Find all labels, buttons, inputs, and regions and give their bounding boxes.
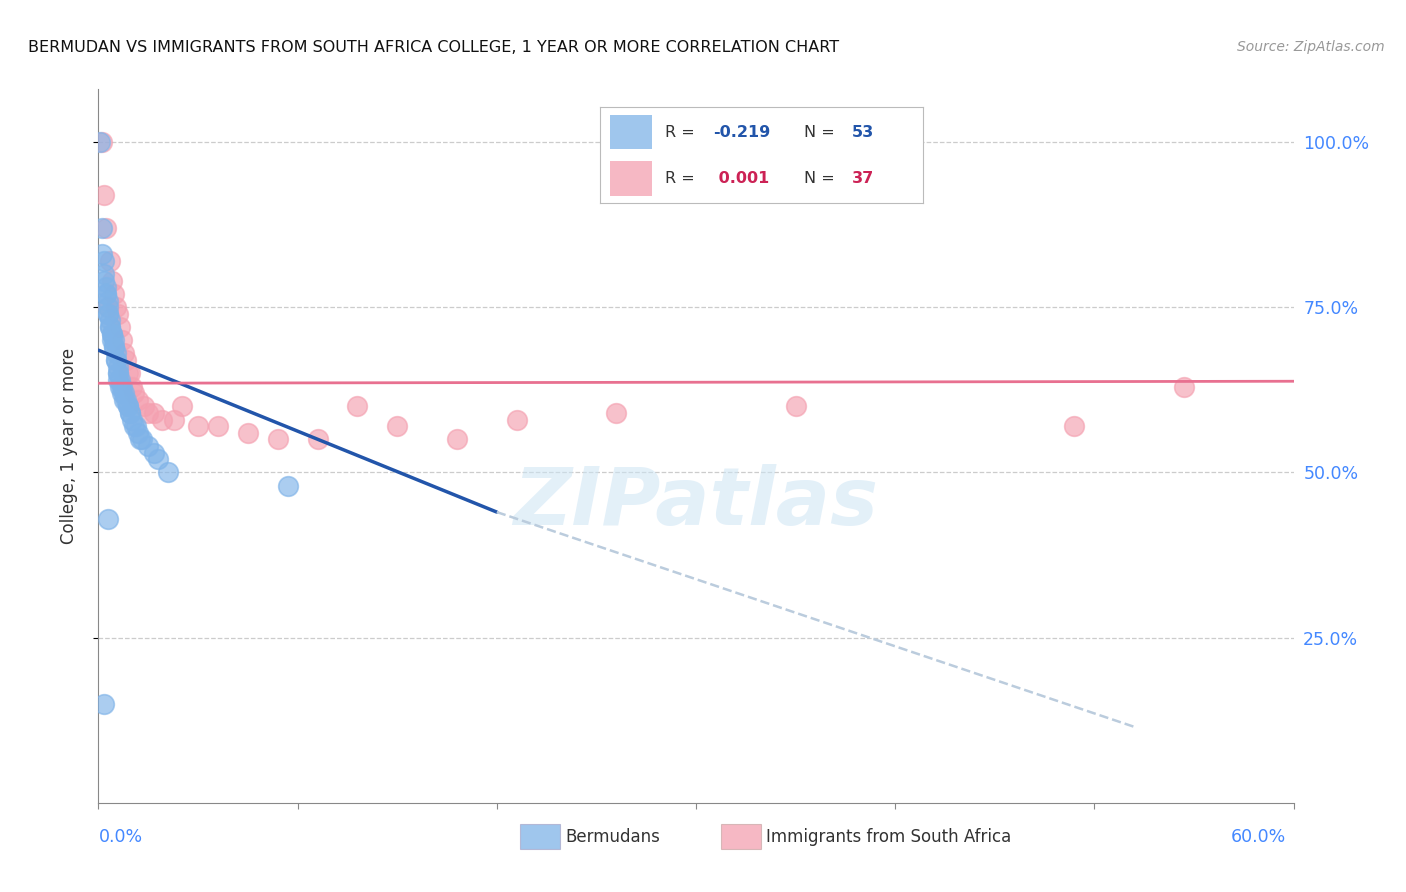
Point xyxy=(105,346,128,360)
Point xyxy=(117,400,139,414)
Point xyxy=(117,400,139,414)
Point xyxy=(97,511,120,525)
Point xyxy=(93,188,115,202)
Point xyxy=(112,392,135,407)
Point xyxy=(96,221,118,235)
Point xyxy=(89,135,111,149)
Point xyxy=(150,412,173,426)
Point xyxy=(112,346,135,360)
Point xyxy=(124,386,146,401)
Point xyxy=(91,247,114,261)
Point xyxy=(121,379,143,393)
Point xyxy=(277,478,299,492)
Point xyxy=(91,221,114,235)
Point xyxy=(101,326,124,341)
Point xyxy=(107,367,129,381)
Point xyxy=(93,267,115,281)
Point xyxy=(103,340,125,354)
Point xyxy=(124,419,146,434)
Point xyxy=(97,293,120,308)
Point xyxy=(115,392,138,407)
Point xyxy=(785,400,807,414)
Point xyxy=(506,412,529,426)
Point xyxy=(93,274,115,288)
Point xyxy=(112,386,135,401)
Point xyxy=(97,307,120,321)
Y-axis label: College, 1 year or more: College, 1 year or more xyxy=(59,348,77,544)
Text: ZIPatlas: ZIPatlas xyxy=(513,464,879,542)
Point xyxy=(105,353,128,368)
Point xyxy=(110,320,132,334)
Text: Bermudans: Bermudans xyxy=(565,828,659,846)
Point xyxy=(105,353,128,368)
Point xyxy=(100,320,122,334)
Point xyxy=(385,419,409,434)
Point xyxy=(103,333,125,347)
Point xyxy=(117,367,139,381)
Point xyxy=(121,412,143,426)
Point xyxy=(111,386,134,401)
Point xyxy=(136,406,159,420)
Point xyxy=(125,419,148,434)
Point xyxy=(115,353,138,368)
Point xyxy=(172,400,194,414)
Point xyxy=(97,300,120,314)
Point xyxy=(267,433,290,447)
Point xyxy=(101,274,124,288)
Point xyxy=(131,433,153,447)
Point xyxy=(346,400,368,414)
Point xyxy=(127,425,149,440)
Point xyxy=(100,254,122,268)
Point xyxy=(105,300,128,314)
Point xyxy=(187,419,209,434)
Point xyxy=(107,367,129,381)
Point xyxy=(143,445,166,459)
Text: 60.0%: 60.0% xyxy=(1232,828,1286,846)
Point xyxy=(120,406,142,420)
Text: Immigrants from South Africa: Immigrants from South Africa xyxy=(766,828,1011,846)
Point xyxy=(110,373,132,387)
Point xyxy=(605,406,627,420)
Point xyxy=(103,340,125,354)
Point xyxy=(129,433,152,447)
Point xyxy=(100,313,122,327)
Point xyxy=(307,433,329,447)
Point xyxy=(107,359,129,374)
Text: BERMUDAN VS IMMIGRANTS FROM SOUTH AFRICA COLLEGE, 1 YEAR OR MORE CORRELATION CHA: BERMUDAN VS IMMIGRANTS FROM SOUTH AFRICA… xyxy=(28,40,839,55)
Point xyxy=(143,406,166,420)
Point xyxy=(101,333,124,347)
Point xyxy=(236,425,259,440)
Point xyxy=(97,307,120,321)
Point xyxy=(111,379,134,393)
Point xyxy=(110,379,132,393)
Point xyxy=(120,367,142,381)
Point xyxy=(107,307,129,321)
Point xyxy=(207,419,229,434)
Point xyxy=(148,452,170,467)
Point xyxy=(97,300,120,314)
Point xyxy=(107,373,129,387)
Point xyxy=(446,433,468,447)
Point xyxy=(100,320,122,334)
Point xyxy=(157,466,180,480)
Point xyxy=(91,135,114,149)
Point xyxy=(103,287,125,301)
Point xyxy=(96,287,118,301)
Point xyxy=(111,333,134,347)
Point xyxy=(127,392,149,407)
Point xyxy=(93,254,115,268)
Point xyxy=(134,400,156,414)
Point xyxy=(136,439,159,453)
Point xyxy=(120,406,142,420)
Text: Source: ZipAtlas.com: Source: ZipAtlas.com xyxy=(1237,40,1385,54)
Point xyxy=(101,326,124,341)
Point xyxy=(163,412,186,426)
Point xyxy=(1063,419,1085,434)
Point xyxy=(93,697,115,711)
Point xyxy=(96,287,118,301)
Point xyxy=(1173,379,1195,393)
Text: 0.0%: 0.0% xyxy=(98,828,142,846)
Point xyxy=(96,280,118,294)
